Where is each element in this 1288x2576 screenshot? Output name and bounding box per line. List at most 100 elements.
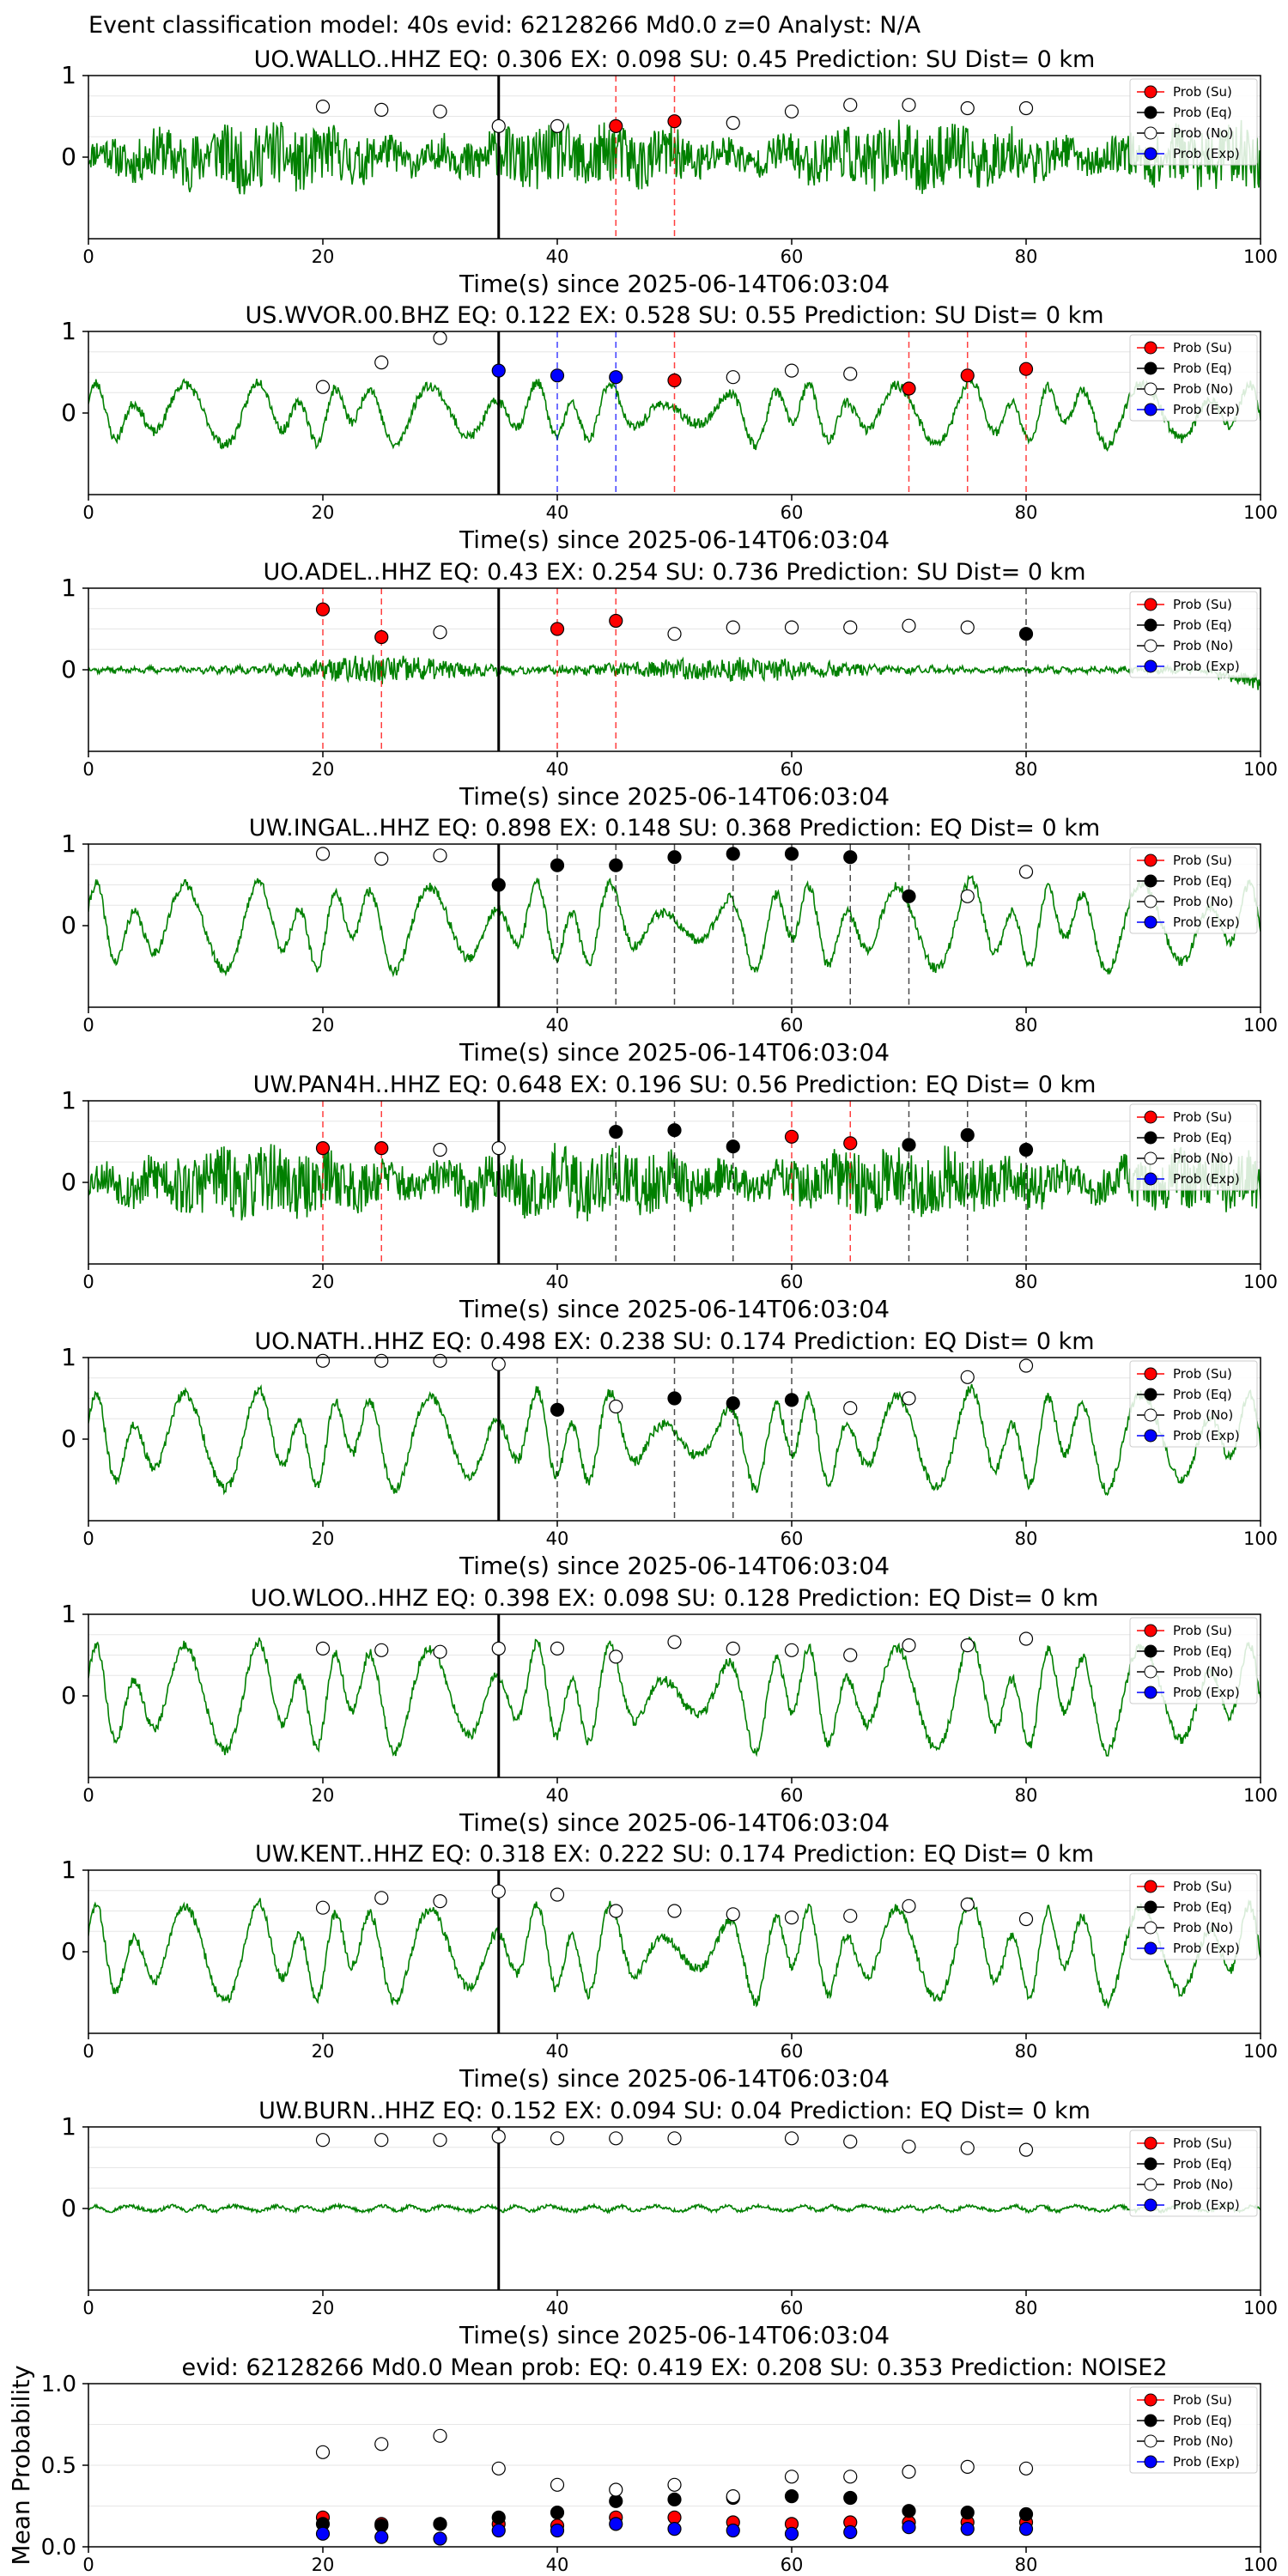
prob-point-no <box>491 118 506 133</box>
prob-point-su <box>667 114 682 129</box>
x-tick-label: 0 <box>82 1015 94 1036</box>
legend-label-exp: Prob (Exp) <box>1173 2454 1240 2470</box>
prob-point-su <box>374 629 389 645</box>
panel-3: 0 20 40 60 80 100 0 1 UO.ADEL..HHZ EQ: 0.43 EX: … <box>61 559 1278 811</box>
x-tick-label: 60 <box>781 1785 804 1806</box>
legend-marker-eq <box>1144 618 1157 632</box>
y-tick-label: 0 <box>61 1425 76 1453</box>
mean-prob-point-eq <box>667 2492 682 2506</box>
x-tick-label: 100 <box>1243 246 1278 267</box>
panel-title: UW.PAN4H..HHZ EQ: 0.648 EX: 0.196 SU: 0.… <box>253 1072 1097 1098</box>
panel-9: 0 20 40 60 80 100 0 1 UW.BURN..HHZ EQ: 0.152 EX:… <box>61 2098 1278 2349</box>
prob-point-no <box>843 98 858 112</box>
prob-point-eq <box>843 850 858 865</box>
y-tick-label: 1 <box>61 1600 76 1628</box>
x-tick-label: 0 <box>82 1785 94 1806</box>
x-axis-label: Time(s) since 2025-06-14T06:03:04 <box>459 1038 890 1066</box>
prob-point-no <box>315 1641 331 1656</box>
prob-point-no <box>902 98 916 112</box>
legend-label-su: Prob (Su) <box>1173 340 1232 355</box>
prob-point-no <box>609 2131 623 2146</box>
legend: Prob (Su) Prob (Eq) Prob (No) Prob (Exp) <box>1129 1103 1258 1191</box>
prob-point-no <box>550 2131 565 2146</box>
prob-point-exp <box>609 370 623 385</box>
x-tick-label: 40 <box>546 1785 569 1806</box>
x-tick-label: 60 <box>781 2041 804 2062</box>
prob-point-no <box>609 1399 623 1414</box>
prob-point-no <box>374 1353 389 1368</box>
prob-point-no <box>726 620 740 635</box>
panel-title: UW.KENT..HHZ EQ: 0.318 EX: 0.222 SU: 0.1… <box>255 1841 1094 1868</box>
mean-prob-point-eq <box>550 2506 565 2520</box>
x-tick-label: 0 <box>82 246 94 267</box>
x-tick-label: 100 <box>1243 759 1278 780</box>
legend-label-exp: Prob (Exp) <box>1173 402 1240 417</box>
prob-point-no <box>960 2141 975 2155</box>
x-axis-label: Time(s) since 2025-06-14T06:03:04 <box>459 2321 890 2349</box>
prob-point-no <box>843 2135 858 2149</box>
panel-title: evid: 62128266 Md0.0 Mean prob: EQ: 0.41… <box>181 2354 1167 2381</box>
legend-marker-no <box>1144 126 1157 140</box>
x-axis-label: Time(s) since 2025-06-14T06:03:04 <box>459 2064 890 2093</box>
mean-prob-point-exp <box>960 2522 975 2537</box>
prob-point-no <box>315 1353 331 1368</box>
x-tick-label: 40 <box>546 2298 569 2318</box>
prob-point-no <box>433 848 447 863</box>
legend-label-eq: Prob (Eq) <box>1173 361 1232 376</box>
legend-marker-no <box>1144 2178 1157 2191</box>
legend-marker-no <box>1144 2434 1157 2448</box>
mean-prob-point-no <box>902 2464 916 2479</box>
waveform-trace <box>88 1637 1261 1758</box>
prob-point-no <box>667 1904 682 1918</box>
prob-point-no <box>960 620 975 635</box>
legend: Prob (Su) Prob (Eq) Prob (No) Prob (Exp) <box>1129 334 1258 422</box>
legend-marker-exp <box>1144 915 1157 929</box>
panel-title: UW.BURN..HHZ EQ: 0.152 EX: 0.094 SU: 0.0… <box>258 2098 1091 2124</box>
legend: Prob (Su) Prob (Eq) Prob (No) Prob (Exp) <box>1129 847 1258 934</box>
prob-point-no <box>491 2129 506 2144</box>
waveform-trace <box>88 119 1261 195</box>
mean-prob-point-no <box>433 2428 447 2443</box>
legend-label-su: Prob (Su) <box>1173 1366 1232 1382</box>
legend-marker-eq <box>1144 1644 1157 1658</box>
prob-point-no <box>784 620 799 635</box>
prob-point-no <box>1018 1631 1034 1646</box>
legend-marker-no <box>1144 1408 1157 1422</box>
legend-marker-su <box>1144 2136 1157 2150</box>
prob-point-su <box>960 368 975 383</box>
x-tick-label: 20 <box>312 2555 335 2575</box>
x-tick-label: 20 <box>312 502 335 523</box>
prob-point-no <box>433 1142 447 1157</box>
panel-title: UO.WLOO..HHZ EQ: 0.398 EX: 0.098 SU: 0.1… <box>251 1585 1099 1612</box>
prob-point-no <box>843 367 858 381</box>
legend-label-no: Prob (No) <box>1173 1664 1233 1680</box>
x-tick-label: 20 <box>312 246 335 267</box>
prob-point-no <box>960 1637 975 1653</box>
legend: Prob (Su) Prob (Eq) Prob (No) Prob (Exp) <box>1129 1360 1258 1448</box>
legend-label-no: Prob (No) <box>1173 2177 1233 2192</box>
mean-prob-point-eq <box>433 2517 447 2531</box>
legend-marker-exp <box>1144 1429 1157 1443</box>
prob-point-no <box>491 1140 506 1156</box>
legend-marker-no <box>1144 1921 1157 1935</box>
legend-label-exp: Prob (Exp) <box>1173 146 1240 161</box>
x-tick-label: 20 <box>312 1015 335 1036</box>
mean-prob-point-eq <box>843 2490 858 2506</box>
legend-marker-exp <box>1144 147 1157 161</box>
legend-label-exp: Prob (Exp) <box>1173 1685 1240 1700</box>
legend-label-su: Prob (Su) <box>1173 1623 1232 1638</box>
prob-point-no <box>433 331 447 345</box>
x-tick-label: 20 <box>312 2041 335 2062</box>
mean-prob-point-no <box>843 2470 858 2484</box>
prob-point-su <box>784 1129 799 1144</box>
x-tick-label: 60 <box>781 2555 804 2575</box>
legend-marker-su <box>1144 598 1157 611</box>
legend-label-eq: Prob (Eq) <box>1173 2156 1232 2172</box>
prob-point-no <box>491 1884 506 1899</box>
legend-marker-no <box>1144 1151 1157 1165</box>
x-tick-label: 80 <box>1015 2298 1038 2318</box>
x-tick-label: 80 <box>1015 2555 1038 2575</box>
legend-label-eq: Prob (Eq) <box>1173 1130 1232 1145</box>
legend-label-su: Prob (Su) <box>1173 853 1232 868</box>
mean-prob-point-eq <box>960 2506 975 2520</box>
